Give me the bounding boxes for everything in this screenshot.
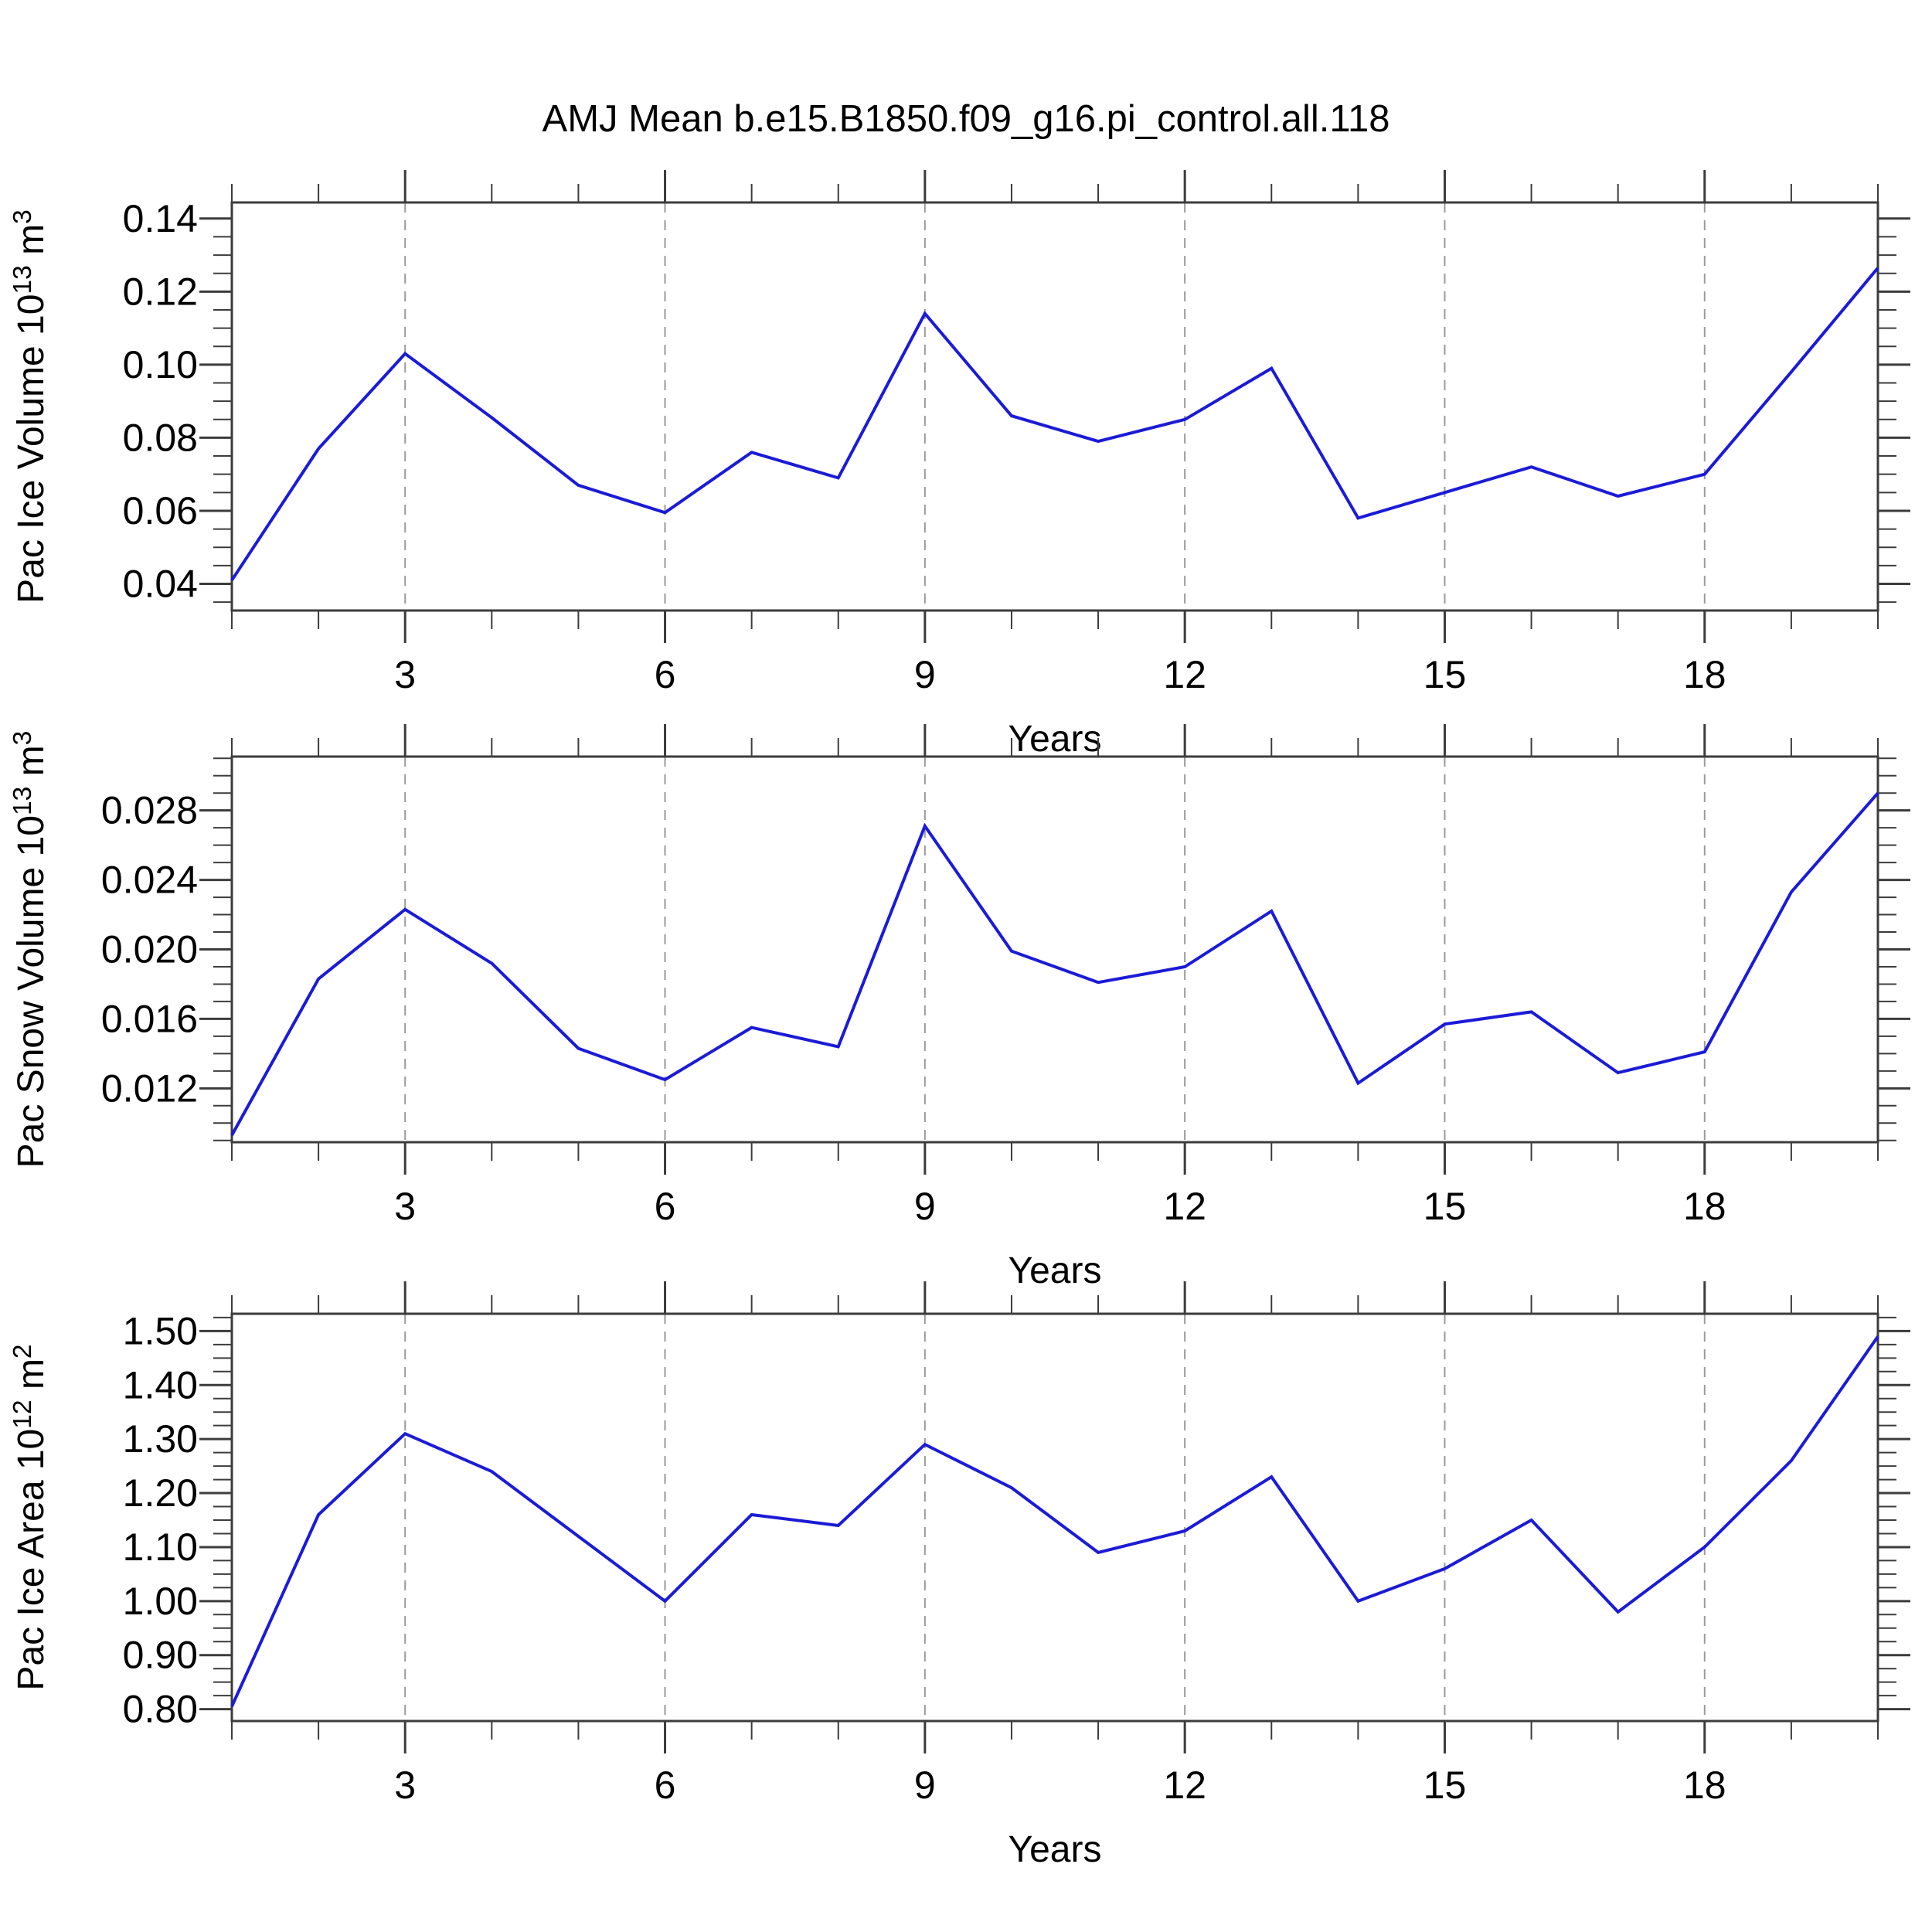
- x-tick-label-9: 9: [914, 1185, 936, 1228]
- y-tick-label-0.016: 0.016: [101, 997, 198, 1040]
- data-line-pac-ice-volume: [230, 267, 1879, 581]
- x-tick-label-12: 12: [1163, 1185, 1206, 1228]
- y-axis-title: Pac Snow Volume 1013 m3: [9, 731, 52, 1168]
- panel-pac-ice-volume: 0.04 0.06 0.08 0.10 0.12 0.14 3 6 9 12 15 18 Years Pa…: [9, 170, 1910, 760]
- plot-frame: [230, 201, 1879, 612]
- x-tick-label-18: 18: [1683, 653, 1726, 696]
- x-tick-label-6: 6: [655, 653, 676, 696]
- x-tick-label-15: 15: [1423, 1185, 1467, 1228]
- y-tick-label-1.40: 1.40: [123, 1363, 198, 1406]
- x-tick-label-15: 15: [1423, 1764, 1467, 1807]
- y-tick-label-0.14: 0.14: [123, 197, 198, 240]
- x-axis-title: Years: [1009, 1250, 1102, 1291]
- x-tick-label-15: 15: [1423, 653, 1467, 696]
- x-tick-label-6: 6: [655, 1764, 676, 1807]
- x-tick-label-3: 3: [394, 1764, 416, 1807]
- y-tick-label-1.30: 1.30: [123, 1417, 198, 1461]
- y-tick-label-0.90: 0.90: [123, 1634, 198, 1677]
- panel-pac-snow-volume: 0.012 0.016 0.020 0.024 0.028 3 6 9 12 15 18 Years P…: [9, 724, 1910, 1291]
- y-tick-label-0.10: 0.10: [123, 343, 198, 386]
- chart-title: AMJ Mean b.e15.B1850.f09_g16.pi_control.…: [542, 98, 1390, 140]
- y-tick-label-0.08: 0.08: [123, 416, 198, 459]
- x-tick-label-12: 12: [1163, 1764, 1206, 1807]
- x-tick-label-18: 18: [1683, 1185, 1726, 1228]
- plot-frame: [230, 1312, 1879, 1723]
- x-tick-label-9: 9: [914, 1764, 936, 1807]
- y-tick-label-0.06: 0.06: [123, 489, 198, 532]
- x-tick-label-12: 12: [1163, 653, 1206, 696]
- y-tick-label-0.024: 0.024: [101, 859, 198, 902]
- y-tick-label-0.04: 0.04: [123, 562, 198, 605]
- x-axis-title: Years: [1009, 719, 1102, 760]
- y-tick-label-1.50: 1.50: [123, 1309, 198, 1352]
- y-tick-label-0.028: 0.028: [101, 789, 198, 832]
- y-axis-title: Pac Ice Volume 1013 m3: [9, 209, 52, 604]
- y-tick-label-0.012: 0.012: [101, 1066, 198, 1110]
- x-tick-label-3: 3: [394, 653, 416, 696]
- y-tick-label-1.20: 1.20: [123, 1471, 198, 1515]
- x-tick-label-9: 9: [914, 653, 936, 696]
- y-tick-label-0.12: 0.12: [123, 270, 198, 313]
- x-tick-label-3: 3: [394, 1185, 416, 1228]
- x-tick-label-6: 6: [655, 1185, 676, 1228]
- x-axis-title: Years: [1009, 1829, 1102, 1870]
- y-tick-label-0.020: 0.020: [101, 928, 198, 971]
- data-line-pac-snow-volume: [230, 791, 1879, 1136]
- data-line-pac-ice-area: [230, 1335, 1879, 1707]
- x-tick-label-18: 18: [1683, 1764, 1726, 1807]
- y-tick-label-0.80: 0.80: [123, 1688, 198, 1731]
- y-tick-label-1.10: 1.10: [123, 1526, 198, 1569]
- plot-frame: [230, 755, 1879, 1144]
- y-axis-title: Pac Ice Area 1012 m2: [9, 1344, 52, 1690]
- y-tick-label-1.00: 1.00: [123, 1580, 198, 1623]
- panel-pac-ice-area: 0.80 0.90 1.00 1.10 1.20 1.30 1.40 1.50 3 6 9 12 15 1…: [9, 1281, 1910, 1870]
